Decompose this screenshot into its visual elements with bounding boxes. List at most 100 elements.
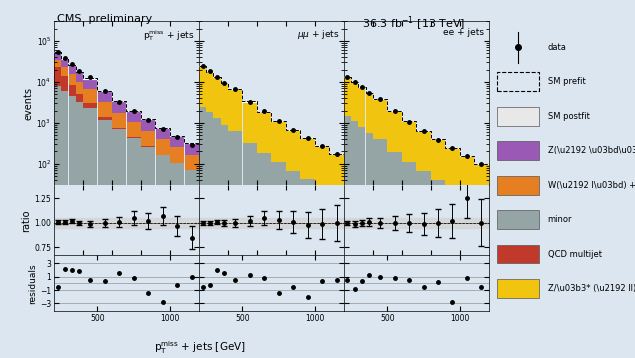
Bar [54,52,61,60]
Bar [358,87,366,127]
Text: p$^{\rm miss}_{\rm T}$ + jets [GeV]: p$^{\rm miss}_{\rm T}$ + jets [GeV] [154,339,246,356]
Bar [62,91,69,358]
Bar [170,163,184,358]
Bar [76,82,83,93]
Text: 36.3 fb$^{-1}$ [13 TeV]: 36.3 fb$^{-1}$ [13 TeV] [362,14,465,33]
Bar [69,65,76,74]
Bar [373,99,387,139]
Bar [497,210,539,229]
Bar [62,76,69,91]
Bar [228,89,242,131]
Text: SM postfit: SM postfit [547,112,589,121]
Bar [170,147,184,163]
Bar [497,107,539,126]
Bar [213,118,220,358]
Bar [199,218,344,228]
Bar [156,140,170,155]
Bar [69,85,76,96]
Bar [221,125,228,358]
Bar [300,138,315,179]
Bar [373,139,387,358]
Bar [54,218,199,228]
Bar [344,116,351,358]
Bar [156,128,170,140]
Bar [126,137,141,138]
Bar [330,154,344,195]
Text: ee + jets: ee + jets [443,28,485,37]
Bar [286,130,300,171]
Y-axis label: residuals: residuals [28,263,37,304]
Bar [344,77,351,116]
Bar [460,156,474,196]
Bar [62,67,69,76]
Bar [272,121,286,162]
Text: Z/\u03b3* (\u2192 ll) + j: Z/\u03b3* (\u2192 ll) + j [547,284,635,293]
Text: QCD multijet: QCD multijet [547,250,602,258]
Bar [141,147,156,358]
Bar [497,72,539,91]
Bar [185,170,199,358]
Bar [141,146,156,147]
Bar [387,152,401,358]
Bar [366,93,373,133]
Bar [141,131,156,146]
Bar [69,74,76,85]
Bar [460,196,474,358]
Bar [185,143,199,155]
Bar [76,72,83,82]
Text: p$_{\rm T}^{\rm miss}$ + jets: p$_{\rm T}^{\rm miss}$ + jets [143,28,194,43]
Bar [213,77,220,118]
Bar [112,101,126,113]
Text: Z(\u2192 \u03bd\u03bd) + j: Z(\u2192 \u03bd\u03bd) + j [547,146,635,155]
Y-axis label: ratio: ratio [22,209,31,232]
Bar [497,176,539,195]
Bar [98,117,112,120]
Bar [315,146,329,187]
Text: $\mu\mu$ + jets: $\mu\mu$ + jets [297,28,340,41]
Bar [257,112,271,153]
Bar [199,66,206,107]
Bar [98,91,112,102]
Bar [83,108,97,358]
Bar [351,82,358,121]
Bar [402,162,416,358]
Bar [126,122,141,137]
Bar [76,93,83,102]
Bar [185,155,199,170]
Bar [112,128,126,129]
Bar [344,218,489,228]
Bar [83,78,97,89]
Bar [228,131,242,358]
Bar [206,112,213,358]
Bar [206,72,213,112]
Bar [199,107,206,358]
Bar [417,171,431,358]
Bar [497,141,539,160]
Bar [417,131,431,171]
Y-axis label: events: events [23,87,34,120]
Bar [141,119,156,131]
Bar [286,171,300,358]
Bar [358,127,366,358]
Bar [62,59,69,67]
Bar [54,60,61,67]
Text: SM prefit: SM prefit [547,77,585,86]
Bar [126,138,141,358]
Bar [98,102,112,117]
Bar [387,111,401,152]
Bar [431,139,445,180]
Bar [300,179,315,358]
Bar [272,162,286,358]
Bar [497,245,539,263]
Bar [351,121,358,358]
Bar [474,164,488,205]
Bar [315,187,329,358]
Bar [83,103,97,108]
Bar [156,155,170,358]
Bar [366,133,373,358]
Bar [257,153,271,358]
Bar [445,148,460,188]
Bar [126,111,141,122]
Bar [243,143,257,358]
Text: CMS  preliminary: CMS preliminary [57,14,152,24]
